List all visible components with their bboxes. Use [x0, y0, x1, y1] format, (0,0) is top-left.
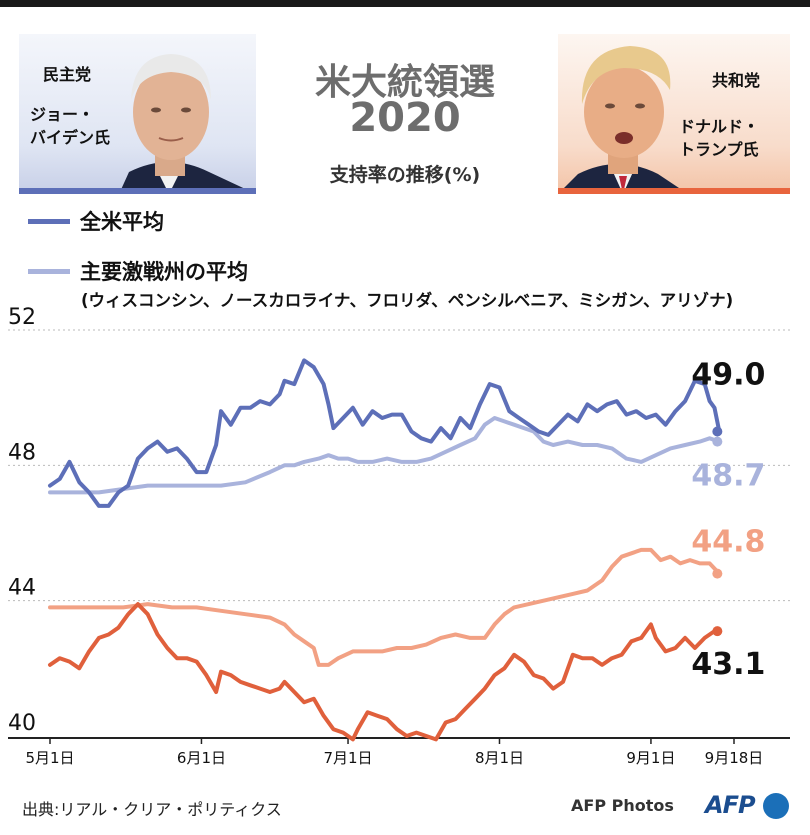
biden-name: ジョー・ バイデン氏 — [30, 105, 111, 147]
chart-title-line1: 米大統領選 — [314, 62, 495, 103]
legend-swing: 主要激戦州の平均 — [28, 256, 248, 286]
legend-national-swatch — [28, 218, 70, 224]
biden-photo-illustration — [119, 54, 256, 194]
y-tick-label-52: 52 — [8, 305, 36, 330]
x-tick-label-1: 6月1日 — [177, 749, 226, 767]
end-label-biden_national: 49.0 — [691, 358, 765, 393]
trump-photo-illustration — [558, 46, 688, 194]
biden-portrait — [19, 34, 256, 194]
end-point-biden_national — [712, 426, 723, 437]
legend-swing-swatch — [28, 268, 70, 274]
y-tick-label-44: 44 — [8, 576, 36, 601]
end-point-trump_national — [712, 626, 723, 637]
x-tick-label-0: 5月1日 — [25, 749, 74, 767]
trump-color-bar — [558, 188, 790, 194]
end-label-trump_swing: 44.8 — [691, 525, 765, 560]
series-line-trump_national — [48, 602, 722, 742]
chart-subtitle: 支持率の推移(%) — [329, 164, 481, 186]
y-tick-label-40: 40 — [8, 711, 36, 736]
biden-party: 民主党 — [43, 65, 92, 84]
end-point-trump_swing — [712, 568, 723, 579]
end-point-biden_swing — [712, 436, 723, 447]
series-line-biden_national — [48, 358, 722, 508]
chart-title-line2: 2020 — [349, 95, 461, 141]
end-label-trump_national: 43.1 — [691, 647, 765, 682]
trump-name: ドナルド・ トランプ氏 — [679, 117, 760, 159]
x-tick-label-3: 8月1日 — [475, 749, 524, 767]
trump-portrait — [558, 34, 790, 194]
series-line-trump_swing — [48, 547, 722, 667]
y-tick-label-48: 48 — [8, 440, 36, 465]
x-tick-label-4: 9月1日 — [626, 749, 675, 767]
photo-credit: AFP Photos — [571, 796, 674, 815]
source-note: 出典:リアル・クリア・ポリティクス — [22, 800, 282, 819]
legend-national: 全米平均 — [28, 206, 164, 236]
series-line-biden_swing — [48, 416, 722, 495]
end-label-biden_swing: 48.7 — [691, 459, 765, 494]
top-bar — [0, 0, 810, 7]
legend-swing-states-note: (ウィスコンシン、ノースカロライナ、フロリダ、ペンシルベニア、ミシガン、アリゾナ… — [81, 291, 734, 310]
x-tick-label-5: 9月18日 — [705, 749, 764, 767]
afp-logo-dot — [763, 793, 789, 819]
legend-national-label: 全米平均 — [80, 210, 164, 234]
afp-logo: AFP — [705, 791, 756, 819]
legend-swing-label: 主要激戦州の平均 — [80, 260, 248, 284]
x-tick-label-2: 7月1日 — [323, 749, 372, 767]
trump-party: 共和党 — [712, 71, 761, 90]
biden-color-bar — [19, 188, 256, 194]
